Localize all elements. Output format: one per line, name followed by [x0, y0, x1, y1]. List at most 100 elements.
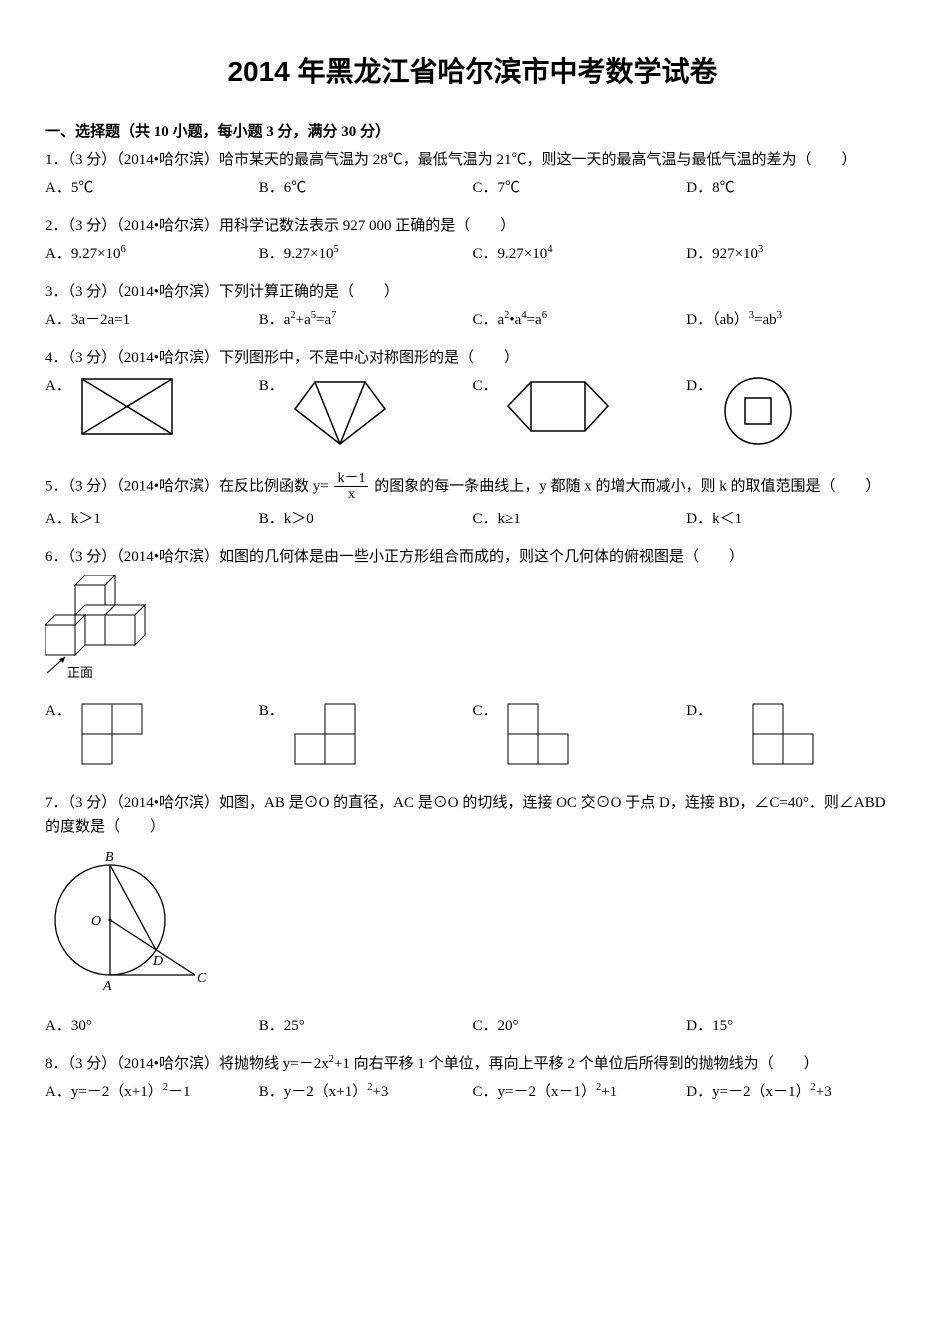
- question-8: 8．（3 分）（2014•哈尔滨）将抛物线 y=－2x2+1 向右平移 1 个单…: [45, 1052, 900, 1104]
- q6-a-label: A．: [45, 699, 71, 723]
- q8c1: C．y=－2（x－1）: [473, 1084, 596, 1100]
- svg-text:A: A: [102, 979, 112, 994]
- svg-text:D: D: [152, 954, 163, 969]
- q6-c-figure-icon: [503, 699, 603, 777]
- q7-stem: 7．（3 分）（2014•哈尔滨）如图，AB 是⊙O 的直径，AC 是⊙O 的切…: [45, 791, 900, 839]
- q2-d-t: D．927×10: [686, 246, 758, 262]
- q5-fraction: k－1 x: [334, 471, 368, 503]
- q6-b-figure-icon: [290, 699, 390, 777]
- q8-opt-d[interactable]: D．y=－2（x－1）2+3: [686, 1080, 900, 1104]
- question-5: 5．（3 分）（2014•哈尔滨）在反比例函数 y= k－1 x 的图象的每一条…: [45, 471, 900, 531]
- q6-front-label: 正面: [67, 665, 93, 680]
- svg-text:O: O: [91, 914, 101, 929]
- q3-opt-b[interactable]: B．a2+a5=a7: [259, 308, 473, 332]
- q1-opt-a[interactable]: A．5℃: [45, 176, 259, 200]
- q8-opt-b[interactable]: B．y－2（x+1）2+3: [259, 1080, 473, 1104]
- q8-mid: +1 向右平移 1 个单位，再向上平移 2 个单位后所得到的抛物线为（ ）: [334, 1056, 819, 1072]
- page-title: 2014 年黑龙江省哈尔滨市中考数学试卷: [45, 50, 900, 95]
- q8b1: B．y－2（x+1）: [259, 1084, 367, 1100]
- q3c6: 6: [542, 310, 547, 321]
- question-1: 1．（3 分）（2014•哈尔滨）哈市某天的最高气温为 28℃，最低气温为 21…: [45, 148, 900, 200]
- section-header: 一、选择题（共 10 小题，每小题 3 分，满分 30 分）: [45, 120, 900, 144]
- q2-opt-a[interactable]: A．9.27×106: [45, 242, 259, 266]
- q2-c-t: C．9.27×10: [473, 246, 548, 262]
- q1-opt-d[interactable]: D．8℃: [686, 176, 900, 200]
- q1-opt-c[interactable]: C．7℃: [473, 176, 687, 200]
- q2-b-t: B．9.27×10: [259, 246, 334, 262]
- q6-stem: 6．（3 分）（2014•哈尔滨）如图的几何体是由一些小正方形组合而成的，则这个…: [45, 545, 900, 569]
- q1-opt-b[interactable]: B．6℃: [259, 176, 473, 200]
- q6-opt-b[interactable]: B．: [259, 699, 473, 777]
- q5-after: 的图象的每一条曲线上，y 都随 x 的增大而减小，则 k 的取值范围是（ ）: [374, 478, 880, 494]
- q8d3: +3: [816, 1084, 832, 1100]
- q6-a-figure-icon: [77, 699, 177, 777]
- q2-d-e: 3: [758, 244, 763, 255]
- q6-opt-d[interactable]: D．: [686, 699, 900, 777]
- q4-b-label: B．: [259, 374, 284, 398]
- q8-stem: 8．（3 分）（2014•哈尔滨）将抛物线 y=－2x2+1 向右平移 1 个单…: [45, 1052, 900, 1076]
- q5-opt-b[interactable]: B．k＞0: [259, 507, 473, 531]
- q4-stem: 4．（3 分）（2014•哈尔滨）下列图形中，不是中心对称图形的是（ ）: [45, 346, 900, 370]
- q2-opt-d[interactable]: D．927×103: [686, 242, 900, 266]
- q3c1: C．a: [473, 312, 505, 328]
- q1-stem: 1．（3 分）（2014•哈尔滨）哈市某天的最高气温为 28℃，最低气温为 21…: [45, 148, 900, 172]
- q6-d-label: D．: [686, 699, 712, 723]
- q2-opt-b[interactable]: B．9.27×105: [259, 242, 473, 266]
- q4-opt-d[interactable]: D．: [686, 374, 900, 457]
- q2-b-e: 5: [333, 244, 338, 255]
- q2-c-e: 4: [547, 244, 552, 255]
- q8b3: +3: [372, 1084, 388, 1100]
- svg-text:B: B: [105, 850, 114, 865]
- question-4: 4．（3 分）（2014•哈尔滨）下列图形中，不是中心对称图形的是（ ） A． …: [45, 346, 900, 457]
- question-3: 3．（3 分）（2014•哈尔滨）下列计算正确的是（ ） A．3a－2a=1 B…: [45, 280, 900, 332]
- q2-a-e: 6: [121, 244, 126, 255]
- q5-opt-d[interactable]: D．k＜1: [686, 507, 900, 531]
- q6-opt-c[interactable]: C．: [473, 699, 687, 777]
- q3d1: D．（ab）: [686, 312, 749, 328]
- q4-d-figure-icon: [718, 374, 798, 457]
- q8-opt-a[interactable]: A．y=－2（x+1）2－1: [45, 1080, 259, 1104]
- q5-before: 5．（3 分）（2014•哈尔滨）在反比例函数 y=: [45, 478, 329, 494]
- q7-opt-b[interactable]: B．25°: [259, 1014, 473, 1038]
- q5-opt-c[interactable]: C．k≥1: [473, 507, 687, 531]
- q6-opt-a[interactable]: A．: [45, 699, 259, 777]
- q8d1: D．y=－2（x－1）: [686, 1084, 810, 1100]
- q6-b-label: B．: [259, 699, 284, 723]
- q4-b-figure-icon: [290, 374, 390, 457]
- q7-opt-a[interactable]: A．30°: [45, 1014, 259, 1038]
- q2-stem: 2．（3 分）（2014•哈尔滨）用科学记数法表示 927 000 正确的是（ …: [45, 214, 900, 238]
- q7-opt-d[interactable]: D．15°: [686, 1014, 900, 1038]
- q3b1: B．a: [259, 312, 291, 328]
- q6-main-figure-icon: 正面: [45, 575, 900, 693]
- q6-d-figure-icon: [718, 699, 818, 777]
- q7-opt-c[interactable]: C．20°: [473, 1014, 687, 1038]
- q8a3: －1: [168, 1084, 191, 1100]
- q5-stem: 5．（3 分）（2014•哈尔滨）在反比例函数 y= k－1 x 的图象的每一条…: [45, 471, 900, 503]
- q3b5: =a: [316, 312, 331, 328]
- q3c5: =a: [527, 312, 542, 328]
- q3-opt-d[interactable]: D．（ab）3=ab3: [686, 308, 900, 332]
- q3d4: 3: [777, 310, 782, 321]
- q4-opt-b[interactable]: B．: [259, 374, 473, 457]
- q3-opt-a[interactable]: A．3a－2a=1: [45, 308, 259, 332]
- svg-text:C: C: [197, 971, 207, 986]
- q2-opt-c[interactable]: C．9.27×104: [473, 242, 687, 266]
- q3-opt-c[interactable]: C．a2•a4=a6: [473, 308, 687, 332]
- q3b3: +a: [296, 312, 311, 328]
- q3b6: 7: [331, 310, 336, 321]
- q5-num: k－1: [334, 471, 368, 487]
- q5-opt-a[interactable]: A．k＞1: [45, 507, 259, 531]
- question-2: 2．（3 分）（2014•哈尔滨）用科学记数法表示 927 000 正确的是（ …: [45, 214, 900, 266]
- q8c3: +1: [601, 1084, 617, 1100]
- q3-stem: 3．（3 分）（2014•哈尔滨）下列计算正确的是（ ）: [45, 280, 900, 304]
- q8a1: A．y=－2（x+1）: [45, 1084, 163, 1100]
- q6-c-label: C．: [473, 699, 498, 723]
- q3d3: =ab: [754, 312, 777, 328]
- q4-c-figure-icon: [503, 374, 613, 447]
- q8-opt-c[interactable]: C．y=－2（x－1）2+1: [473, 1080, 687, 1104]
- question-7: 7．（3 分）（2014•哈尔滨）如图，AB 是⊙O 的直径，AC 是⊙O 的切…: [45, 791, 900, 1038]
- q5-den: x: [334, 487, 368, 502]
- q4-opt-c[interactable]: C．: [473, 374, 687, 447]
- q4-opt-a[interactable]: A．: [45, 374, 259, 447]
- q2-a-t: A．9.27×10: [45, 246, 121, 262]
